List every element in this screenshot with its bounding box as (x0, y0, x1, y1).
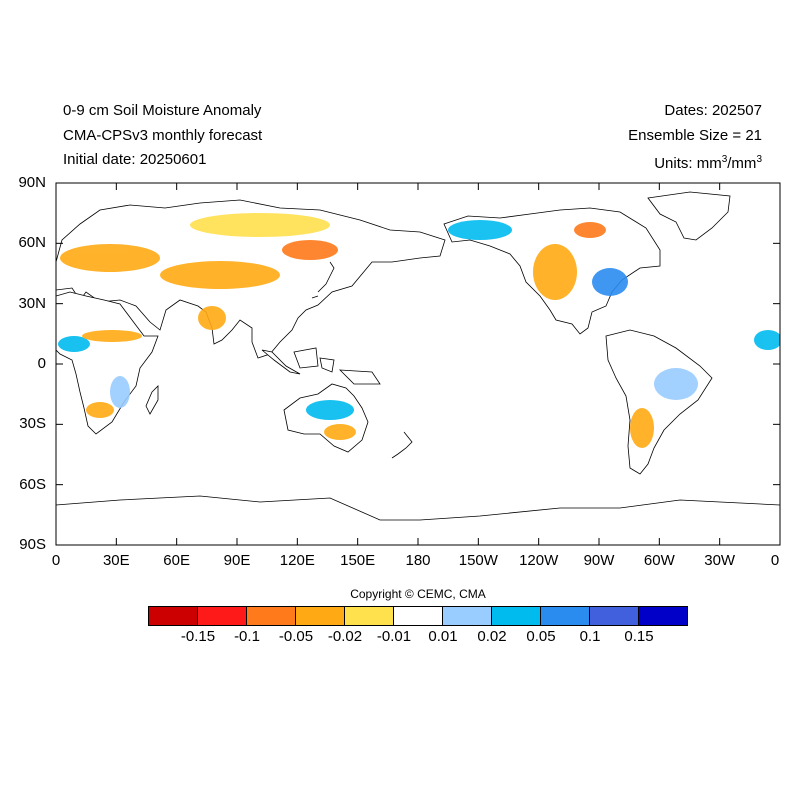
coastline-south-america (605, 329, 713, 475)
dry-anomaly-hudson (574, 222, 606, 238)
x-tick-label: 120W (519, 552, 559, 569)
dry-anomaly-australia-south (324, 424, 356, 440)
x-tick-label: 150W (458, 552, 498, 569)
colorbar-swatch (394, 607, 443, 625)
wet-anomaly-alaska (448, 220, 512, 240)
axis-ticks (55, 182, 781, 546)
colorbar-label: 0.1 (579, 628, 601, 645)
y-tick-label: 90N (18, 174, 46, 191)
colorbar-label: -0.05 (278, 628, 314, 645)
coastline-africa (56, 291, 159, 435)
map-title: 0-9 cm Soil Moisture Anomaly (63, 102, 262, 119)
dry-anomaly-western-na (533, 244, 577, 300)
colorbar-swatch (296, 607, 345, 625)
ensemble-size: Ensemble Size = 21 (628, 127, 762, 144)
dry-anomaly-india (198, 306, 226, 330)
colorbar-swatch (198, 607, 247, 625)
colorbar-label: -0.15 (180, 628, 216, 645)
colorbar-swatch (492, 607, 541, 625)
dry-anomaly-argentina (630, 408, 654, 448)
coastline-japan (311, 261, 335, 299)
units-label: Units: mm3/mm3 (654, 154, 762, 172)
colorbar-label: 0.15 (624, 628, 654, 645)
coastline-greenland (647, 191, 731, 241)
colorbar (148, 606, 688, 626)
colorbar-swatch (345, 607, 394, 625)
initial-date: Initial date: 20250601 (63, 151, 207, 168)
colorbar-swatch (247, 607, 296, 625)
dry-anomaly-sahel (82, 330, 142, 342)
coastline-madagascar (145, 385, 159, 415)
copyright-text: Copyright © CEMC, CMA (350, 587, 486, 601)
x-tick-label: 60W (643, 552, 675, 569)
colorbar-swatch (541, 607, 590, 625)
x-tick-label: 30W (704, 552, 736, 569)
y-tick-label: 90S (19, 536, 46, 553)
x-tick-label: 90E (223, 552, 251, 569)
y-tick-label: 60N (18, 234, 46, 252)
anomaly-patches (58, 213, 780, 448)
dry-anomaly-southern-africa (86, 402, 114, 418)
colorbar-label: -0.1 (234, 628, 260, 645)
colorbar-label: 0.05 (526, 628, 556, 645)
dry-anomaly-central-asia (160, 261, 280, 289)
model-subtitle: CMA-CPSv3 monthly forecast (63, 127, 263, 144)
coastline-indonesia (261, 347, 381, 385)
wet-anomaly-west-africa-edge (754, 330, 780, 350)
x-tick-label: 180 (405, 552, 431, 569)
colorbar-label: 0.01 (428, 628, 458, 645)
forecast-dates: Dates: 202507 (664, 102, 762, 119)
dry-anomaly-east-asia (282, 240, 338, 260)
wet-anomaly-eastern-na (592, 268, 628, 296)
x-tick-label: 30E (102, 552, 130, 569)
y-tick-label: 30N (18, 294, 46, 312)
y-tick-label: 0 (37, 355, 46, 372)
wet-anomaly-east-africa (110, 376, 130, 408)
colorbar-swatch (443, 607, 492, 625)
colorbar-label: -0.02 (327, 628, 363, 645)
dry-anomaly-europe (60, 244, 160, 272)
colorbar-label: 0.02 (477, 628, 507, 645)
wet-anomaly-australia (306, 400, 354, 420)
x-tick-label: 90W (583, 552, 615, 569)
colorbar-swatch (149, 607, 198, 625)
colorbar-label: -0.01 (376, 628, 412, 645)
coastline-antarctica (56, 495, 780, 545)
x-tick-label: 150E (340, 552, 376, 569)
colorbar-swatch (639, 607, 687, 625)
x-tick-label: 0 (51, 552, 61, 569)
map-plot-area (56, 191, 780, 545)
wet-anomaly-west-africa (58, 336, 90, 352)
x-tick-label: 120E (279, 552, 315, 569)
x-tick-label: 0 (770, 552, 780, 569)
wet-anomaly-brazil (654, 368, 698, 400)
y-tick-label: 30S (19, 415, 46, 433)
y-tick-label: 60S (19, 475, 46, 493)
dry-anomaly-siberia (190, 213, 330, 237)
coastline-new-zealand (391, 431, 413, 459)
x-tick-label: 60E (163, 552, 190, 569)
colorbar-swatch (590, 607, 639, 625)
